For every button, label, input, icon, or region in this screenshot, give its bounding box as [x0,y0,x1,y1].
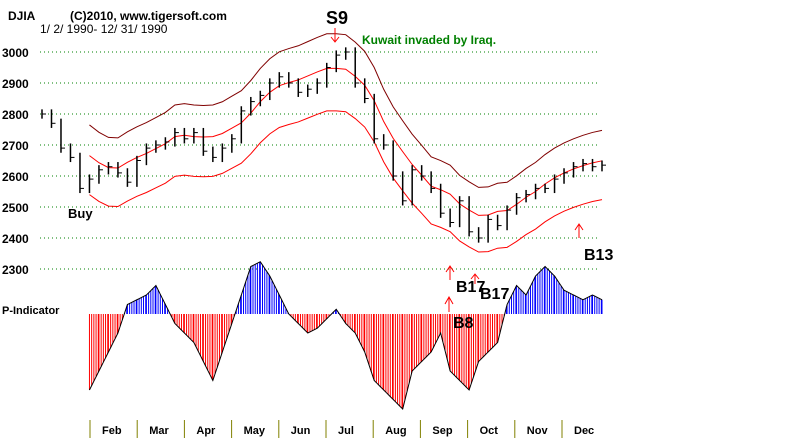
month-label: Sep [432,425,452,437]
indicator-label: P-Indicator [2,305,60,317]
month-label: Oct [480,425,499,437]
b17-label-1: B17 [456,279,485,296]
date-range: 1/ 2/ 1990- 12/ 31/ 1990 [40,22,168,36]
buy-label: Buy [68,206,93,221]
kuwait-note: Kuwait invaded by Iraq. [362,33,496,47]
b8-arrow [444,295,454,312]
y-tick-label: 2800 [2,108,29,122]
y-tick-label: 2700 [2,139,29,153]
b13-label: B13 [584,247,613,264]
month-label: Feb [102,425,122,437]
y-tick-label: 2400 [2,232,29,246]
month-label: Mar [149,425,169,437]
month-label: Aug [385,425,406,437]
y-tick-label: 2900 [2,77,29,91]
month-label: Jul [338,425,354,437]
b13-arrow [574,223,584,238]
month-label: Dec [574,425,594,437]
b8-label: B8 [453,315,474,332]
lower-band [89,110,603,253]
b17-label-2: B17 [480,286,509,303]
y-tick-label: 2300 [2,263,29,277]
s9-label: S9 [326,8,348,28]
indicator-line [89,261,603,410]
month-label: May [244,425,266,437]
copyright: (C)2010, www.tigersoft.com [70,9,227,23]
y-tick-label: 2500 [2,201,29,215]
b17-arrow-2 [470,273,480,284]
month-label: Jun [291,425,311,437]
upper-band [89,33,603,188]
b17-arrow-1 [445,265,455,280]
month-label: Nov [527,425,549,437]
y-tick-label: 2600 [2,170,29,184]
y-tick-label: 3000 [2,46,29,60]
chart-title: DJIA [8,9,36,23]
s9-arrow [330,28,340,43]
month-label: Apr [196,425,216,437]
